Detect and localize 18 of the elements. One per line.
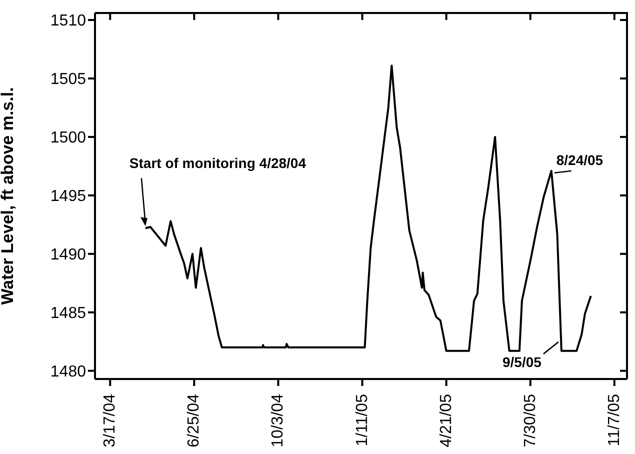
x-tick-label: 1/11/05: [354, 394, 371, 446]
y-axis-title: Water Level, ft above m.s.l.: [0, 87, 18, 305]
y-tick-label: 1480: [50, 363, 86, 380]
annotation: 8/24/05: [556, 152, 604, 168]
y-tick-label: 1510: [50, 12, 86, 30]
y-tick-label: 1485: [50, 305, 86, 322]
annotation: 9/5/05: [502, 354, 542, 370]
y-tick-label: 1495: [50, 188, 86, 206]
x-tick-label: 11/7/05: [606, 394, 623, 446]
x-tick-label: 7/30/05: [522, 394, 539, 448]
x-tick-label: 6/25/04: [186, 394, 203, 448]
y-tick-label: 1490: [50, 246, 86, 264]
y-tick-label: 1505: [50, 71, 86, 88]
x-tick-label: 3/17/04: [102, 394, 119, 448]
annotation: Start of monitoring 4/28/04: [129, 155, 306, 172]
y-tick-label: 1500: [50, 130, 86, 147]
x-tick-label: 10/3/04: [270, 394, 287, 448]
x-tick-label: 4/21/05: [438, 394, 455, 448]
